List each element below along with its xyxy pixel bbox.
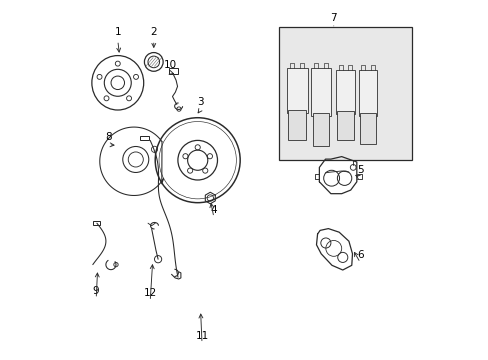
Text: 11: 11 — [195, 330, 208, 341]
Bar — [358, 70, 377, 116]
Bar — [310, 68, 330, 116]
Text: 3: 3 — [197, 96, 203, 107]
Text: 9: 9 — [93, 286, 99, 296]
Text: 12: 12 — [143, 288, 157, 298]
Bar — [93, 221, 101, 225]
Bar — [168, 68, 177, 74]
Text: 10: 10 — [164, 60, 177, 70]
Bar — [286, 68, 307, 113]
Bar — [288, 110, 305, 140]
Text: 1: 1 — [114, 27, 121, 37]
Bar — [336, 111, 353, 140]
Bar — [312, 113, 328, 146]
Text: 2: 2 — [150, 27, 157, 37]
Bar — [140, 136, 149, 140]
Text: 7: 7 — [330, 13, 336, 23]
Text: 4: 4 — [210, 204, 217, 215]
Text: 5: 5 — [356, 165, 363, 175]
Bar — [335, 70, 355, 114]
Text: 8: 8 — [105, 132, 111, 142]
Text: 6: 6 — [356, 250, 363, 260]
Bar — [359, 113, 375, 144]
Bar — [278, 27, 411, 160]
